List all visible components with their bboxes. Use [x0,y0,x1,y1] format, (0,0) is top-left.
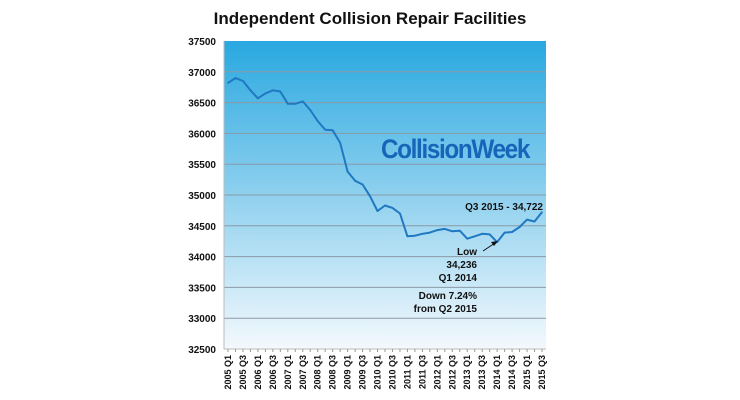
x-tick-label: 2009 Q1 [343,355,353,390]
y-tick-label: 32500 [188,345,216,356]
data-point [369,195,371,198]
data-point [316,120,319,122]
data-point [533,220,536,223]
data-point [391,207,394,209]
data-point [511,231,513,233]
y-tick-label: 35000 [188,191,216,202]
annotation-down-2: from Q2 2015 [414,304,478,315]
data-point [279,90,282,93]
annotation-low-date: Q1 2014 [439,273,478,284]
x-tick-label: 2015 Q3 [537,355,547,390]
data-point [384,204,386,207]
data-point [429,231,431,234]
data-point [294,103,297,105]
x-tick-label: 2005 Q3 [238,355,248,390]
y-tick-label: 34500 [188,222,216,233]
x-tick-label: 2012 Q3 [447,355,457,390]
x-tick-label: 2009 Q3 [358,355,368,390]
data-point [518,226,521,228]
y-tick-label: 33000 [188,314,216,325]
data-point [301,100,304,103]
y-tick-label: 37500 [188,37,216,48]
y-tick-label: 36000 [188,129,216,140]
x-tick-label: 2011 Q3 [417,355,427,389]
data-point [264,92,267,95]
x-tick-label: 2008 Q1 [313,355,323,390]
data-point [421,233,424,235]
chart-title: Independent Collision Repair Facilities [214,9,527,28]
data-point [399,212,401,215]
annotation-down-1: Down 7.24% [419,291,477,302]
data-point [466,237,469,240]
data-point [324,128,326,131]
data-point [361,183,364,186]
data-point [436,229,439,231]
x-tick-label: 2015 Q1 [522,355,532,390]
data-point [503,231,506,234]
x-tick-label: 2007 Q3 [298,355,308,390]
data-point [257,97,259,100]
y-tick-label: 34000 [188,253,216,264]
x-tick-label: 2013 Q1 [462,355,472,390]
x-tick-label: 2012 Q1 [432,355,442,390]
x-tick-label: 2010 Q3 [387,355,397,390]
data-point [473,235,476,238]
y-tick-label: 35500 [188,160,216,171]
watermark-logo: CollisionWeek [381,135,531,164]
x-tick-label: 2014 Q3 [507,355,517,390]
y-axis: 32500 33000 33500 34000 34500 35000 35500 36000… [188,37,225,356]
data-point [287,103,289,105]
x-tick-label: 2006 Q1 [253,355,263,390]
data-point [331,129,334,132]
data-point [242,80,244,82]
data-point [354,180,356,182]
low-arrow-head [491,241,498,246]
x-tick-label: 2010 Q1 [373,355,383,390]
y-tick-label: 36500 [188,99,216,110]
x-tick-label: 2014 Q1 [492,355,502,390]
annotation-low-label: Low [457,247,477,258]
data-point [414,234,416,237]
data-point [541,211,543,213]
x-tick-label: 2011 Q1 [402,355,412,389]
data-point [481,233,483,235]
data-point [339,141,341,144]
x-axis: 2005 Q1 2005 Q3 2006 Q1 2006 Q3 2007 Q1 2007 … [223,348,547,390]
x-tick-label: 2005 Q1 [223,355,233,390]
data-point [451,230,454,233]
data-point [526,218,528,221]
annotation-last-value: Q3 2015 - 34,722 [465,202,543,213]
data-point [249,89,252,92]
x-tick-label: 2006 Q3 [268,355,278,390]
data-point [376,210,379,212]
data-point [406,235,409,238]
data-point [227,82,229,84]
gridlines [224,71,546,319]
data-point [458,229,461,232]
x-tick-label: 2008 Q3 [328,355,338,390]
data-point [309,109,312,111]
x-tick-label: 2013 Q3 [477,355,487,390]
x-tick-label: 2007 Q1 [283,355,293,390]
data-point [234,77,237,79]
data-point [346,170,349,173]
annotation-low-value: 34,236 [446,260,477,271]
data-point [444,228,446,230]
data-point [272,89,274,92]
y-tick-label: 33500 [188,283,216,294]
y-tick-label: 37000 [188,68,216,79]
data-point [488,233,491,236]
